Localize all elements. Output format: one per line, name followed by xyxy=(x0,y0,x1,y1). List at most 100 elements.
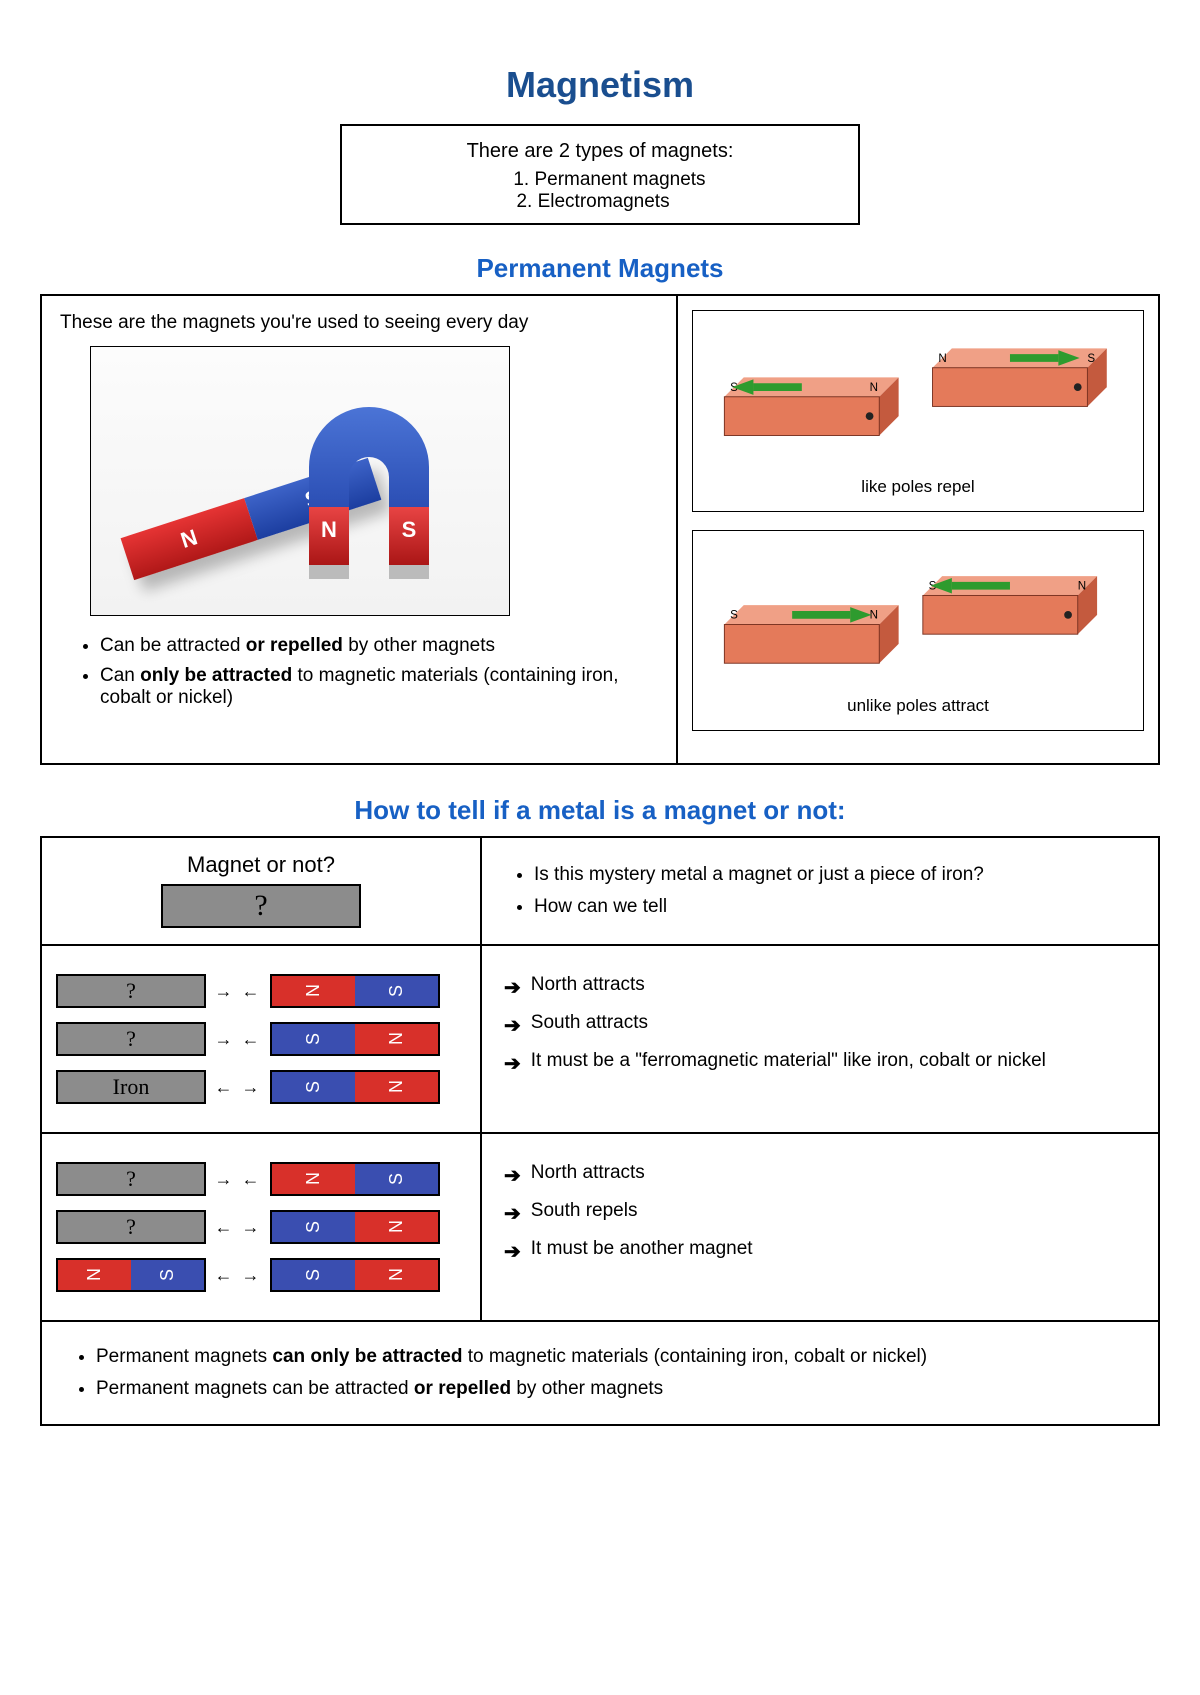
svg-text:N: N xyxy=(870,608,878,621)
pole-label: N xyxy=(355,1212,438,1242)
svg-text:S: S xyxy=(1087,352,1095,365)
bar-row: ?→ ←SN xyxy=(56,1022,466,1056)
howto-row3-right: ➔North attracts ➔South repels ➔It must b… xyxy=(482,1134,1158,1320)
result-item: ➔South repels xyxy=(504,1200,1136,1226)
interaction-arrows: → ← xyxy=(208,1169,268,1190)
pole-label: N xyxy=(355,1024,438,1054)
pole-label: S xyxy=(131,1260,204,1290)
attract-diagram: S N S N unlike poles attract xyxy=(692,530,1144,732)
pole-label: N xyxy=(355,1072,438,1102)
howto-row-2: ?→ ←NS?→ ←SNIron← →SN ➔North attracts ➔S… xyxy=(42,946,1158,1134)
svg-text:N: N xyxy=(321,517,337,542)
magnet-illustration: N S N S xyxy=(90,346,510,616)
pole-label: S xyxy=(355,1164,438,1194)
left-magnet: NS xyxy=(56,1258,206,1292)
repel-svg: S N N S xyxy=(705,329,1131,465)
interaction-arrows: → ← xyxy=(208,1029,268,1050)
mystery-bar: ? xyxy=(56,1022,206,1056)
right-magnet: SN xyxy=(270,1022,440,1056)
permanent-right: S N N S like poles rep xyxy=(678,296,1158,763)
howto-row1-left: Magnet or not? ? xyxy=(42,838,482,944)
pole-label: S xyxy=(272,1024,355,1054)
bullet-item: Can be attracted or repelled by other ma… xyxy=(100,635,658,657)
bar-row: Iron← →SN xyxy=(56,1070,466,1104)
intro-item: Electromagnets xyxy=(516,191,705,213)
right-magnet: NS xyxy=(270,1162,440,1196)
intro-box: There are 2 types of magnets: Permanent … xyxy=(340,124,860,225)
right-magnet: NS xyxy=(270,974,440,1008)
permanent-section: These are the magnets you're used to see… xyxy=(40,294,1160,765)
pole-label: S xyxy=(272,1260,355,1290)
page-title: Magnetism xyxy=(40,64,1160,106)
pole-label: S xyxy=(272,1072,355,1102)
svg-text:N: N xyxy=(1078,579,1086,592)
permanent-heading: Permanent Magnets xyxy=(40,253,1160,284)
mystery-bar: ? xyxy=(56,1162,206,1196)
interaction-arrows: → ← xyxy=(208,981,268,1002)
result-item: ➔North attracts xyxy=(504,1162,1136,1188)
howto-row-3: ?→ ←NS?← →SNNS← →SN ➔North attracts ➔Sou… xyxy=(42,1134,1158,1322)
bar-row: ?→ ←NS xyxy=(56,1162,466,1196)
mystery-heading: Magnet or not? xyxy=(56,852,466,878)
pole-label: S xyxy=(272,1212,355,1242)
result-item: ➔South attracts xyxy=(504,1012,1136,1038)
repel-diagram: S N N S like poles rep xyxy=(692,310,1144,512)
pole-label: N xyxy=(355,1260,438,1290)
bar-row: ?← →SN xyxy=(56,1210,466,1244)
pole-label: S xyxy=(355,976,438,1006)
howto-row2-right: ➔North attracts ➔South attracts ➔It must… xyxy=(482,946,1158,1132)
summary-item: Permanent magnets can be attracted or re… xyxy=(96,1378,927,1400)
bar-row: NS← →SN xyxy=(56,1258,466,1292)
attract-caption: unlike poles attract xyxy=(705,696,1131,716)
howto-row1-right: Is this mystery metal a magnet or just a… xyxy=(482,838,1158,944)
intro-list: Permanent magnets Electromagnets xyxy=(494,169,705,213)
pole-label: N xyxy=(272,1164,355,1194)
interaction-arrows: ← → xyxy=(208,1217,268,1238)
svg-text:N: N xyxy=(938,352,946,365)
result-item: ➔North attracts xyxy=(504,974,1136,1000)
permanent-lead: These are the magnets you're used to see… xyxy=(60,312,658,334)
arrow-icon: ➔ xyxy=(504,1163,521,1188)
howto-summary: Permanent magnets can only be attracted … xyxy=(42,1322,951,1424)
horseshoe-magnet-icon: N S xyxy=(269,387,469,597)
attract-svg: S N S N xyxy=(705,549,1131,685)
summary-item: Permanent magnets can only be attracted … xyxy=(96,1346,927,1368)
bullet-item: Can only be attracted to magnetic materi… xyxy=(100,665,658,709)
right-magnet: SN xyxy=(270,1210,440,1244)
intro-item: Permanent magnets xyxy=(534,169,705,191)
permanent-left: These are the magnets you're used to see… xyxy=(42,296,678,763)
mystery-block: ? xyxy=(161,884,361,928)
mystery-bar: Iron xyxy=(56,1070,206,1104)
mystery-bar: ? xyxy=(56,974,206,1008)
question-item: How can we tell xyxy=(534,896,1136,918)
arrow-icon: ➔ xyxy=(504,1239,521,1264)
arrow-icon: ➔ xyxy=(504,1051,521,1076)
svg-text:N: N xyxy=(870,381,878,394)
bar-row: ?→ ←NS xyxy=(56,974,466,1008)
howto-row-4: Permanent magnets can only be attracted … xyxy=(42,1322,1158,1424)
intro-heading: There are 2 types of magnets: xyxy=(362,140,838,163)
result-item: ➔It must be another magnet xyxy=(504,1238,1136,1264)
interaction-arrows: ← → xyxy=(208,1265,268,1286)
pole-label: N xyxy=(58,1260,131,1290)
right-magnet: SN xyxy=(270,1070,440,1104)
howto-table: Magnet or not? ? Is this mystery metal a… xyxy=(40,836,1160,1426)
repel-caption: like poles repel xyxy=(705,477,1131,497)
permanent-bullets: Can be attracted or repelled by other ma… xyxy=(60,635,658,709)
svg-text:S: S xyxy=(730,608,738,621)
arrow-icon: ➔ xyxy=(504,975,521,1000)
right-magnet: SN xyxy=(270,1258,440,1292)
arrow-icon: ➔ xyxy=(504,1013,521,1038)
interaction-arrows: ← → xyxy=(208,1077,268,1098)
question-item: Is this mystery metal a magnet or just a… xyxy=(534,864,1136,886)
pole-label: N xyxy=(272,976,355,1006)
result-item: ➔It must be a "ferromagnetic material" l… xyxy=(504,1050,1136,1076)
arrow-icon: ➔ xyxy=(504,1201,521,1226)
howto-row-1: Magnet or not? ? Is this mystery metal a… xyxy=(42,838,1158,946)
svg-text:S: S xyxy=(402,517,417,542)
howto-heading: How to tell if a metal is a magnet or no… xyxy=(40,795,1160,826)
bar-magnet-n: N xyxy=(121,498,258,580)
mystery-bar: ? xyxy=(56,1210,206,1244)
howto-row3-left: ?→ ←NS?← →SNNS← →SN xyxy=(42,1134,482,1320)
howto-row2-left: ?→ ←NS?→ ←SNIron← →SN xyxy=(42,946,482,1132)
